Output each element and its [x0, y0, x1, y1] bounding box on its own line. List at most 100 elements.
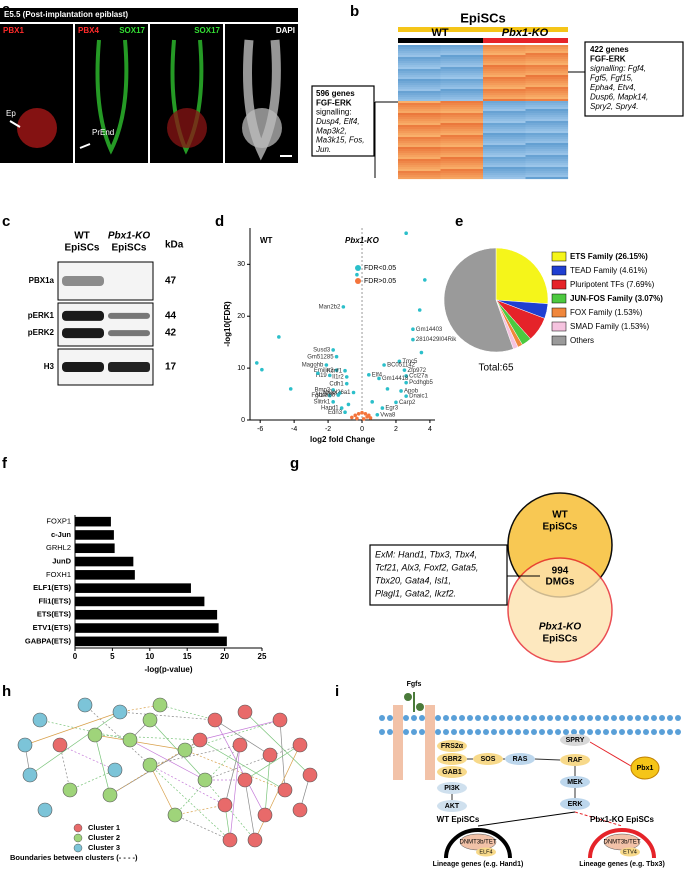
heatmap-cell: [440, 125, 484, 128]
pathway-label: SOS: [481, 756, 496, 763]
heatmap-cell: [440, 165, 484, 168]
heatmap-cell: [398, 77, 441, 80]
lipid-head: [627, 715, 633, 721]
panel-letter: d: [215, 213, 224, 230]
heatmap-cell: [398, 141, 441, 144]
point: [423, 278, 427, 282]
heatmap-cell: [440, 47, 484, 50]
legend-swatch: [551, 251, 567, 262]
heatmap-cell: [440, 65, 484, 68]
edge: [59, 744, 116, 771]
heatmap-cell: [525, 95, 569, 98]
heatmap-cell: [483, 125, 526, 128]
legend-label: Cluster 1: [88, 823, 120, 832]
heatmap-cell: [483, 107, 526, 110]
heatmap-cell: [483, 49, 526, 52]
point: [356, 411, 361, 416]
node: [192, 732, 208, 748]
heatmap-cell: [398, 103, 441, 106]
lipid-head: [531, 729, 537, 735]
point: [361, 417, 366, 421]
heatmap-cell: [483, 123, 526, 126]
annotation-box: [369, 544, 508, 606]
category-label: Fli1(ETS): [38, 596, 71, 605]
edge: [244, 711, 311, 776]
heatmap-cell: [440, 173, 484, 176]
heatmap-cell: [440, 71, 484, 74]
heatmap-cell: [483, 145, 526, 148]
heatmap-cell: [398, 155, 441, 158]
heatmap-cell: [398, 167, 441, 170]
point: [411, 327, 415, 331]
heatmap-cell: [525, 169, 569, 172]
point-label: Kcnf1: [327, 368, 343, 374]
edge: [149, 764, 231, 841]
heatmap-cell: [398, 133, 441, 136]
node: [262, 747, 278, 763]
heatmap-cell: [525, 125, 569, 128]
lipid-head: [555, 729, 561, 735]
point: [399, 389, 403, 393]
heatmap-cell: [440, 45, 484, 48]
point-label: Gm14403: [416, 327, 443, 333]
edge: [39, 719, 131, 741]
lipid-head: [411, 729, 417, 735]
heatmap-cell: [525, 167, 569, 170]
annotation-box: [311, 85, 375, 157]
venn-label: WT: [552, 510, 568, 521]
point: [367, 373, 371, 377]
lipid-head: [459, 729, 465, 735]
heatmap-cell: [398, 79, 441, 82]
heatmap-cell: [483, 139, 526, 142]
heatmap-cell: [525, 47, 569, 50]
heatmap-cell: [483, 73, 526, 76]
point: [324, 363, 329, 367]
edge: [244, 744, 301, 781]
ligand: [416, 703, 424, 711]
point-label: 2810429I04Rik: [416, 337, 457, 343]
heatmap-cell: [525, 45, 569, 48]
heatmap-cell: [440, 115, 484, 118]
lipid-head: [507, 729, 513, 735]
heatmap-cell: [525, 77, 569, 80]
edge: [199, 719, 281, 741]
heatmap-cell: [483, 47, 526, 50]
point-label: Pcdhgb5: [409, 380, 433, 386]
point-label: Zfp972: [407, 368, 426, 374]
heatmap-cell: [440, 177, 484, 180]
heatmap-cell: [525, 115, 569, 118]
node: [37, 802, 53, 818]
annotation-text: FGF-ERK: [590, 55, 626, 64]
tissue-blob: [167, 108, 207, 148]
panel-letter: g: [290, 455, 299, 472]
category-label: ELF1(ETS): [33, 583, 71, 592]
heatmap-cell: [440, 155, 484, 158]
point: [404, 380, 408, 385]
heatmap-cell: [398, 55, 441, 58]
channel-label: SOX17: [119, 26, 145, 35]
heatmap-cell: [525, 103, 569, 106]
point: [351, 390, 356, 395]
heatmap-cell: [398, 81, 441, 84]
heatmap-cell: [525, 137, 569, 140]
legend-label: Others: [570, 336, 594, 345]
heatmap-cell: [440, 75, 484, 78]
legend-label: TEAD Family (4.61%): [570, 266, 648, 275]
node: [247, 832, 263, 848]
point-label: Apob: [404, 389, 419, 395]
heatmap-cell: [440, 91, 484, 94]
panel-letter: c: [2, 213, 10, 230]
point: [343, 368, 347, 373]
row-label: H3: [44, 362, 55, 371]
lipid-head: [539, 715, 545, 721]
heatmap-cell: [525, 175, 569, 178]
legend-label: FDR>0.05: [364, 278, 396, 285]
heatmap-cell: [483, 159, 526, 162]
annotation-text: Spry2, Spry4.: [590, 102, 638, 111]
x-tick-label: 15: [183, 652, 192, 661]
heatmap-cell: [398, 147, 441, 150]
heatmap-cell: [483, 93, 526, 96]
heatmap-cell: [398, 137, 441, 140]
lipid-head: [643, 729, 649, 735]
heatmap-cell: [525, 65, 569, 68]
